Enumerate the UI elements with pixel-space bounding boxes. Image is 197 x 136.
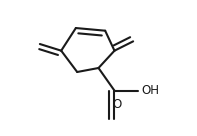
Text: O: O	[112, 98, 122, 111]
Text: OH: OH	[141, 84, 159, 97]
